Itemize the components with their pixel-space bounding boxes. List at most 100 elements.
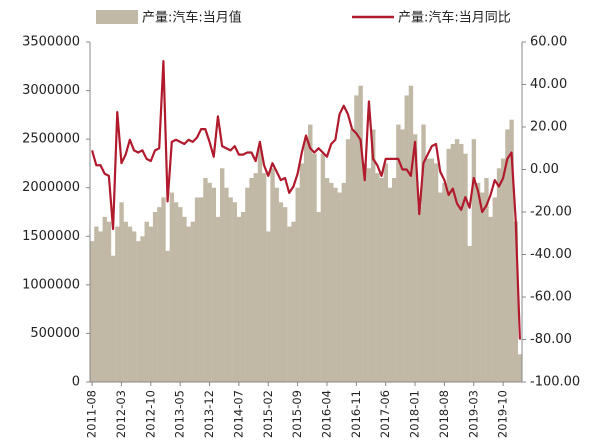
bar <box>379 178 384 382</box>
bar <box>199 197 204 382</box>
bar <box>140 236 145 382</box>
bar <box>396 124 401 383</box>
bar <box>450 144 456 382</box>
y-tick-label: 3500000 <box>22 35 80 50</box>
bar <box>178 207 183 382</box>
x-tick-label: 2018-08 <box>437 390 451 438</box>
bar <box>203 178 208 382</box>
bar <box>400 129 405 382</box>
bar <box>341 182 347 382</box>
x-tick-label: 2013-05 <box>173 390 187 438</box>
bar <box>459 144 464 382</box>
bar <box>299 163 305 382</box>
bar <box>412 134 418 382</box>
y-tick-label: 0 <box>72 375 80 390</box>
bar <box>371 129 376 382</box>
legend-label: 产量:汽车:当月值 <box>142 10 242 26</box>
line <box>91 60 521 340</box>
x-tick-label: 2013-12 <box>202 390 216 438</box>
y-tick-label: 1000000 <box>22 277 80 292</box>
bar <box>152 212 158 382</box>
bar <box>505 129 510 382</box>
bar <box>161 197 166 382</box>
bar <box>182 216 187 382</box>
bar <box>245 187 250 382</box>
bar <box>387 187 393 382</box>
bar <box>274 187 279 382</box>
bar <box>333 187 338 382</box>
x-tick-label: 2012-03 <box>114 390 128 438</box>
bar <box>165 250 170 382</box>
bar <box>337 192 342 382</box>
bar <box>480 192 485 382</box>
bar <box>278 202 284 382</box>
bar <box>421 124 426 383</box>
y2-tick-label: -20.00 <box>530 205 572 220</box>
bar <box>391 178 397 382</box>
bar <box>316 212 321 382</box>
bar <box>425 158 430 382</box>
bar <box>257 148 263 382</box>
x-tick-label: 2016-04 <box>319 390 333 438</box>
bar <box>106 221 112 382</box>
bar <box>215 216 221 382</box>
bar <box>496 168 502 382</box>
y2-tick-label: -40.00 <box>530 247 572 262</box>
bar <box>144 221 149 382</box>
bar <box>350 129 355 382</box>
legend-label: 产量:汽车:当月同比 <box>398 10 511 26</box>
bar <box>429 158 435 382</box>
x-tick-label: 2019-10 <box>496 390 510 438</box>
bar <box>287 226 292 382</box>
bar <box>475 182 481 382</box>
x-tick-label: 2015-02 <box>261 390 275 438</box>
bar <box>127 226 133 382</box>
bar <box>131 231 137 382</box>
y2-tick-label: 40.00 <box>530 77 567 92</box>
bar <box>169 192 175 382</box>
bar <box>220 168 225 382</box>
bar <box>253 173 258 382</box>
bar <box>98 231 103 382</box>
bar <box>358 85 363 382</box>
bar <box>501 158 506 382</box>
bar <box>513 221 519 382</box>
bar <box>404 95 409 382</box>
bar <box>438 192 443 382</box>
bar <box>312 153 317 382</box>
bar <box>261 173 267 382</box>
bar <box>115 226 120 382</box>
bar <box>94 226 99 382</box>
bar <box>446 148 451 382</box>
y-tick-label: 2000000 <box>22 180 80 195</box>
y-tick-label: 3000000 <box>22 83 80 98</box>
bar <box>471 139 477 382</box>
bar <box>517 354 523 382</box>
y2-tick-label: 20.00 <box>530 120 567 135</box>
bar <box>509 119 514 382</box>
bar <box>136 241 141 382</box>
bar <box>324 178 330 382</box>
bar <box>417 207 422 382</box>
bar <box>173 202 179 382</box>
x-tick-label: 2017-06 <box>378 390 392 438</box>
bar <box>303 139 309 382</box>
bar <box>194 197 200 382</box>
bar <box>467 246 472 382</box>
y2-tick-label: -60.00 <box>530 290 572 305</box>
bar <box>157 207 162 382</box>
bar <box>186 226 191 382</box>
bar <box>148 226 154 382</box>
bar <box>488 216 493 382</box>
bar <box>454 139 460 382</box>
bar <box>433 163 439 382</box>
x-tick-label: 2019-03 <box>466 390 480 438</box>
bar <box>232 202 237 382</box>
bar <box>207 182 212 382</box>
bar <box>211 187 217 382</box>
bar <box>270 168 275 382</box>
bar <box>329 182 334 382</box>
bar <box>110 255 116 382</box>
bar <box>266 231 271 382</box>
